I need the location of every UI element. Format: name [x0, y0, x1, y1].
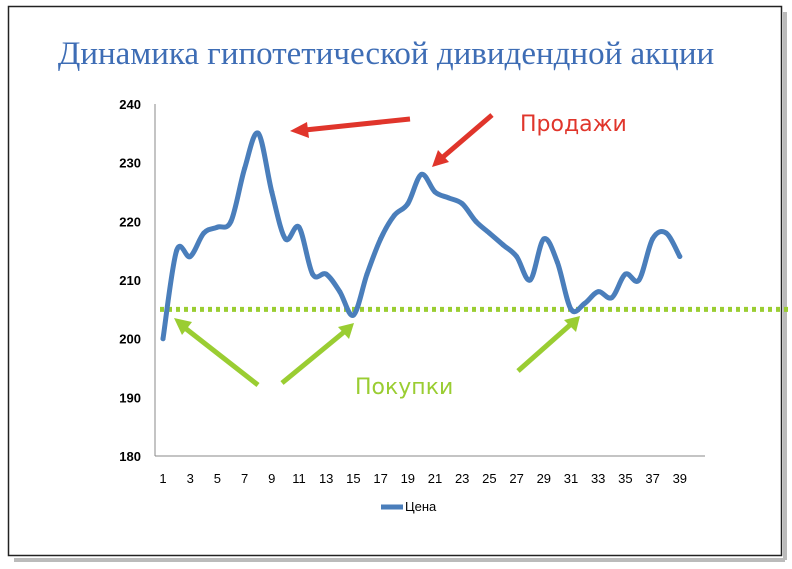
x-tick-label-39: 39 — [673, 471, 687, 486]
data-point-35 — [622, 271, 628, 277]
buy-arrow-1 — [183, 326, 260, 387]
data-point-3 — [187, 254, 193, 259]
data-point-39 — [677, 254, 683, 259]
x-tick-label-31: 31 — [564, 471, 578, 486]
x-tick-label-9: 9 — [268, 471, 275, 486]
x-tick-label-29: 29 — [537, 471, 551, 486]
x-tick-label-7: 7 — [241, 471, 248, 486]
data-point-20 — [418, 171, 424, 177]
data-point-18 — [391, 213, 397, 218]
data-point-2 — [174, 248, 180, 254]
x-tick-label-15: 15 — [346, 471, 360, 486]
data-point-32 — [582, 301, 588, 306]
data-point-15 — [350, 312, 356, 318]
buy-arrows — [174, 316, 580, 387]
buy-arrow-3 — [516, 323, 572, 373]
sell-arrowhead-1 — [290, 122, 309, 138]
data-point-11 — [296, 224, 302, 230]
buy-arrow-2 — [280, 330, 346, 385]
data-point-5 — [214, 224, 220, 230]
data-point-30 — [554, 259, 560, 265]
sell-arrow-1 — [304, 116, 411, 133]
data-point-25 — [486, 230, 492, 236]
x-tick-label-19: 19 — [401, 471, 415, 486]
series-points — [160, 130, 683, 342]
x-tick-label-37: 37 — [645, 471, 659, 486]
data-point-6 — [228, 218, 234, 224]
x-tick-label-13: 13 — [319, 471, 333, 486]
buy-arrowhead-2 — [338, 323, 354, 339]
legend: Цена — [381, 499, 437, 514]
x-tick-label-27: 27 — [509, 471, 523, 486]
x-tick-label-33: 33 — [591, 471, 605, 486]
data-point-34 — [609, 295, 615, 301]
y-tick-label-240: 240 — [119, 97, 141, 112]
x-tick-label-5: 5 — [214, 471, 221, 486]
data-point-38 — [663, 230, 669, 236]
x-tick-label-21: 21 — [428, 471, 442, 486]
data-point-31 — [568, 306, 574, 312]
x-tick-label-25: 25 — [482, 471, 496, 486]
data-point-36 — [636, 277, 642, 283]
data-point-17 — [378, 236, 384, 242]
sell-arrows — [290, 113, 494, 167]
x-tick-label-23: 23 — [455, 471, 469, 486]
legend-label-price: Цена — [405, 499, 437, 514]
data-point-37 — [650, 236, 656, 242]
x-tick-label-35: 35 — [618, 471, 632, 486]
data-point-14 — [337, 289, 343, 295]
data-point-22 — [446, 195, 452, 201]
data-point-13 — [323, 271, 329, 277]
x-tick-label-11: 11 — [292, 471, 306, 486]
y-tick-labels: 180 190 200 210 220 230 240 — [119, 97, 141, 464]
x-tick-label-3: 3 — [187, 471, 194, 486]
x-tick-label-1: 1 — [159, 471, 166, 486]
y-tick-label-220: 220 — [119, 214, 141, 229]
data-point-26 — [500, 242, 506, 248]
y-tick-label-210: 210 — [119, 273, 141, 288]
y-tick-label-190: 190 — [119, 390, 141, 405]
chart-title: Динамика гипотетической дивидендной акци… — [58, 36, 714, 72]
buy-arrowhead-3 — [564, 316, 580, 332]
data-point-9 — [269, 189, 275, 195]
buy-arrowhead-1 — [174, 318, 192, 335]
data-point-10 — [282, 236, 288, 242]
y-tick-label-200: 200 — [119, 332, 141, 347]
sell-arrowhead-2 — [432, 150, 449, 167]
data-point-19 — [405, 201, 411, 207]
data-point-8 — [255, 130, 261, 136]
data-point-4 — [201, 230, 207, 236]
data-point-16 — [364, 271, 370, 277]
data-point-27 — [514, 254, 520, 259]
data-point-29 — [541, 236, 547, 242]
y-tick-label-230: 230 — [119, 156, 141, 171]
slide-frame — [7, 5, 783, 557]
sell-arrow-2 — [441, 113, 494, 159]
buy-annotation: Покупки — [355, 375, 453, 400]
x-tick-labels: 1 3 5 7 9 11 13 15 17 19 21 23 25 27 29 31 33 35 37 39 — [159, 471, 687, 486]
data-point-33 — [595, 289, 601, 295]
x-tick-label-17: 17 — [373, 471, 387, 486]
data-point-1 — [160, 336, 166, 342]
data-point-24 — [473, 218, 479, 224]
data-point-12 — [310, 271, 316, 277]
sell-annotation: Продажи — [520, 112, 627, 137]
data-point-21 — [432, 189, 438, 195]
y-tick-label-180: 180 — [119, 449, 141, 464]
data-point-23 — [459, 201, 465, 207]
data-point-28 — [527, 277, 533, 283]
data-point-7 — [242, 166, 248, 171]
